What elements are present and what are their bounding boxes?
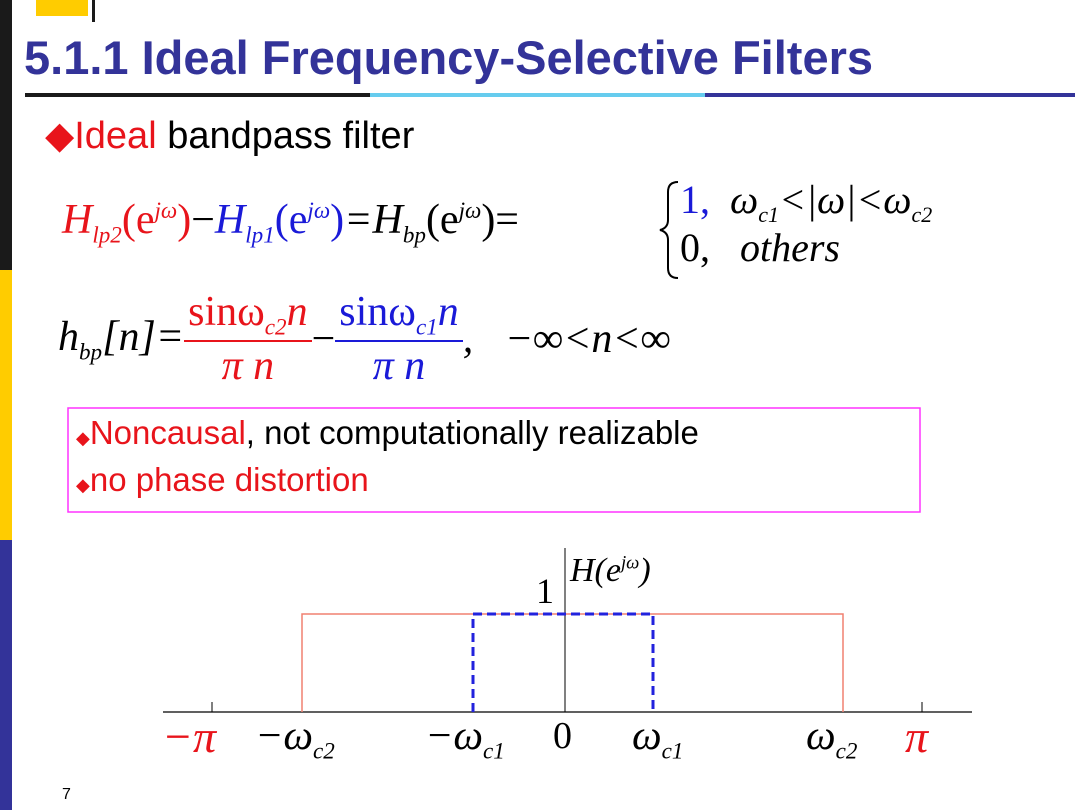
text: bandpass filter — [156, 115, 415, 157]
y-label: H(ejω) — [570, 552, 651, 590]
sub: c1 — [661, 737, 684, 764]
part: hbp[n]= — [58, 313, 184, 365]
term: Hlp1(ejω) — [214, 197, 345, 247]
sym: −ω — [425, 713, 483, 759]
sym: sinω — [339, 289, 416, 335]
sym: −ω — [255, 713, 313, 759]
title-rule — [705, 93, 1075, 97]
sub: c1 — [483, 737, 505, 764]
case: 0, others — [680, 224, 840, 271]
side-bar-black — [0, 0, 12, 270]
title: 5.1.1 Ideal Frequency-Selective Filters — [24, 31, 874, 84]
sym: (e — [274, 197, 308, 243]
side-bar-yellow — [0, 270, 12, 540]
sym: (e — [425, 197, 459, 243]
case: 1, ωc1<|ω|<ωc2 — [680, 176, 932, 228]
fraction: sinωc2n π n — [184, 288, 312, 390]
sub: c2 — [911, 202, 933, 227]
sym: ω — [632, 713, 662, 759]
formula1: Hlp2(ejω)−Hlp1(ejω)=Hbp(ejω)= — [62, 196, 519, 248]
notes: ◆Noncausal, not computationally realizab… — [76, 412, 699, 506]
corner-mark — [92, 0, 95, 22]
sym: H — [214, 197, 246, 243]
part: sinωc1n — [335, 288, 463, 343]
sub: c2 — [264, 313, 287, 340]
title-rule — [25, 93, 370, 97]
x-label: ωc1 — [632, 712, 683, 764]
fraction: sinωc1n π n — [335, 288, 463, 390]
sym: ) — [177, 197, 192, 243]
x-label: −π — [162, 711, 217, 762]
sym: π n — [221, 343, 275, 390]
sym: ω — [730, 177, 759, 222]
sym: n — [437, 289, 459, 335]
text: , not computationally realizable — [245, 414, 699, 451]
title-rule — [370, 93, 705, 97]
lowpass-c1 — [471, 612, 655, 712]
op: − — [311, 316, 336, 363]
op: − — [191, 197, 215, 243]
sym: =H — [344, 197, 403, 243]
lowpass-c2 — [301, 613, 844, 712]
sub: c1 — [758, 202, 780, 227]
sup: jω — [458, 197, 482, 223]
sub: bp — [402, 221, 426, 248]
bullet: ◆Ideal bandpass filter — [45, 113, 414, 158]
sup: jω — [307, 197, 331, 223]
note: ◆Noncausal, not computationally realizab… — [76, 412, 699, 459]
marker: ◆ — [45, 115, 75, 157]
sym: H(e — [570, 552, 621, 589]
note-box — [67, 407, 921, 513]
sym: (e — [121, 197, 155, 243]
sym: h — [58, 314, 79, 360]
sym: n — [286, 289, 308, 335]
part: sinωc2n — [184, 288, 312, 343]
sym: 0, — [680, 225, 740, 270]
sup: jω — [620, 552, 640, 574]
x-label: π — [905, 711, 929, 762]
sub: c2 — [313, 737, 335, 764]
highlight: Noncausal — [89, 414, 246, 451]
sym: ) — [639, 552, 651, 589]
x-label: 0 — [553, 715, 572, 757]
sup: jω — [154, 197, 178, 223]
x-label: ωc2 — [806, 712, 857, 764]
sub: lp2 — [92, 221, 122, 248]
corner-square — [36, 0, 88, 16]
sub: bp — [79, 338, 103, 365]
sym: [n]= — [102, 314, 185, 360]
sym: H — [62, 197, 93, 243]
sym: sinω — [188, 289, 265, 335]
marker: ◆ — [76, 475, 90, 495]
brace — [659, 181, 679, 279]
sym: )= — [481, 197, 519, 243]
sym: π n — [372, 343, 426, 390]
x-label: −ωc2 — [255, 712, 335, 764]
sub: c1 — [415, 313, 438, 340]
sym: <|ω|<ω — [779, 177, 912, 222]
sym: ω — [806, 713, 836, 759]
note: ◆no phase distortion — [76, 459, 699, 506]
peak-label: 1 — [536, 571, 554, 611]
term: Hlp2(ejω) — [62, 197, 192, 247]
highlight: no phase distortion — [89, 461, 369, 498]
formula2: hbp[n]= sinωc2n π n − sinωc1n π n, −∞<n<∞ — [58, 288, 671, 390]
sym: others — [740, 225, 840, 270]
sub: lp1 — [245, 221, 275, 248]
marker: ◆ — [76, 428, 90, 448]
highlight: Ideal — [74, 115, 157, 157]
sym: 1, — [680, 177, 730, 222]
page-number: 7 — [62, 786, 71, 803]
sub: c2 — [835, 737, 858, 764]
sym: ) — [330, 197, 345, 243]
sym: , −∞<n<∞ — [462, 316, 671, 363]
side-bar-blue — [0, 540, 12, 810]
x-label: −ωc1 — [425, 712, 505, 764]
